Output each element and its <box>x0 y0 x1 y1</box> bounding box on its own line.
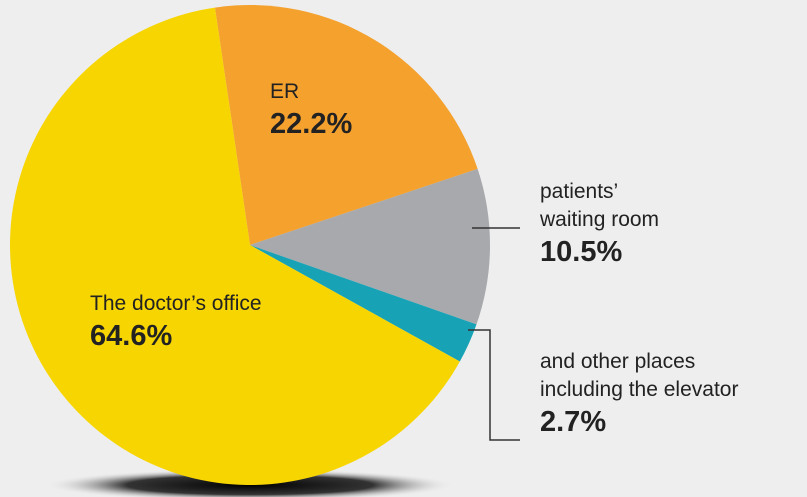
leader-line <box>468 329 520 441</box>
value-label: 10.5% <box>540 236 623 268</box>
slice-label: and other places including the elevator 2… <box>540 348 738 440</box>
pie-slice <box>214 5 478 246</box>
category-label: ER <box>270 80 300 103</box>
slice-label: The doctor’s office 64.6% <box>90 290 262 354</box>
pie-slice <box>10 7 460 485</box>
value-label: 22.2% <box>270 108 353 140</box>
slice-label: ER 22.2% <box>270 78 352 142</box>
category-label: The doctor’s office <box>90 292 262 315</box>
slice-label: patients’ waiting room 10.5% <box>540 178 659 270</box>
category-label: patients’ waiting room <box>540 180 660 231</box>
value-label: 64.6% <box>90 320 173 352</box>
value-label: 2.7% <box>540 406 607 438</box>
category-label: and other places including the elevator <box>540 350 739 401</box>
pie-slice <box>250 245 477 362</box>
pie-slice <box>250 168 490 325</box>
